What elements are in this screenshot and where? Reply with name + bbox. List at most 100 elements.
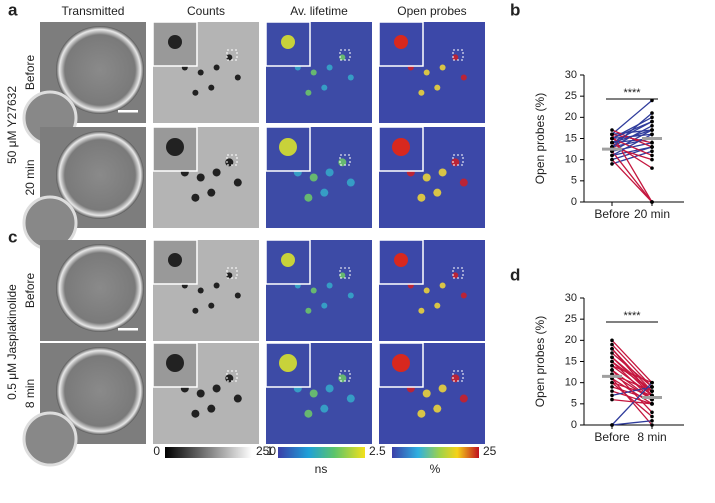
spot: [452, 54, 459, 61]
pair-line: [611, 352, 653, 388]
colorbar: [165, 447, 252, 458]
cell: [56, 347, 144, 435]
spot: [423, 69, 430, 76]
y-tick-label: 10: [565, 377, 577, 389]
point: [610, 347, 614, 351]
spot: [197, 287, 204, 294]
spot: [433, 404, 442, 413]
roi: [226, 49, 238, 61]
spot: [452, 272, 459, 279]
inset-spot: [166, 138, 184, 156]
time-label: Before: [23, 272, 37, 308]
spot: [338, 374, 347, 383]
spot: [226, 54, 233, 61]
spot: [207, 188, 216, 197]
y-tick-label: 25: [565, 90, 577, 102]
scale-bar: [118, 110, 138, 113]
panel-label: d: [510, 265, 520, 284]
spot: [422, 389, 431, 398]
point: [650, 115, 654, 120]
point: [650, 119, 654, 124]
y-tick-label: 10: [565, 154, 577, 166]
colorbar-label: 1: [266, 444, 273, 458]
inset-spot: [281, 35, 295, 49]
roi: [226, 154, 238, 166]
roi: [226, 267, 238, 279]
significance: ****: [623, 310, 641, 322]
spot: [325, 384, 334, 393]
inset-spot: [394, 35, 408, 49]
spot: [417, 193, 426, 202]
point: [610, 380, 614, 385]
inset-spot: [166, 354, 184, 372]
spot: [451, 158, 460, 167]
inset-spot: [394, 253, 408, 267]
spot: [439, 282, 446, 289]
spot: [213, 282, 220, 289]
spot: [304, 193, 313, 202]
point: [610, 140, 614, 145]
point: [650, 132, 654, 137]
spot: [225, 158, 234, 167]
pair-line: [611, 146, 653, 157]
pair-line: [611, 378, 653, 426]
spot: [320, 188, 329, 197]
spot: [310, 287, 317, 294]
point: [650, 157, 654, 162]
y-tick-label: 5: [571, 398, 577, 410]
spot: [191, 409, 200, 418]
roi: [452, 154, 464, 166]
inset-spot: [392, 354, 410, 372]
panel-label: a: [8, 0, 18, 19]
spot: [233, 178, 242, 187]
point: [610, 128, 614, 132]
spot: [304, 409, 313, 418]
point: [650, 423, 654, 427]
spot: [339, 54, 346, 61]
colorbar: [278, 447, 365, 458]
y-tick-label: 30: [565, 69, 577, 81]
spot: [418, 307, 425, 314]
colorbar-unit: ns: [315, 462, 328, 476]
spot: [321, 84, 328, 91]
point: [650, 418, 654, 423]
spot: [459, 178, 468, 187]
spot: [439, 64, 446, 71]
point: [610, 351, 614, 355]
y-tick-label: 0: [571, 419, 577, 431]
pair-line: [611, 142, 653, 169]
x-tick-label: 20 min: [634, 207, 670, 221]
spot: [320, 404, 329, 413]
panel-label: c: [8, 227, 17, 246]
spot: [326, 64, 333, 71]
inset-spot: [168, 253, 182, 267]
roi: [226, 370, 238, 382]
spot: [433, 188, 442, 197]
pairs: [610, 338, 654, 427]
column-header: Transmitted: [62, 4, 125, 18]
panel-label: b: [510, 0, 520, 19]
pair-line: [611, 373, 653, 401]
spot: [196, 173, 205, 182]
point: [610, 157, 614, 162]
time-label: Before: [23, 54, 37, 90]
point: [610, 355, 614, 360]
image-tiles: [22, 21, 485, 467]
spot: [321, 302, 328, 309]
pair-line: [611, 420, 653, 426]
colorbar-unit: %: [430, 462, 441, 476]
point: [650, 140, 654, 145]
spot: [338, 158, 347, 167]
pair-line: [611, 133, 653, 203]
y-tick-label: 5: [571, 175, 577, 187]
spot: [234, 292, 241, 299]
spot: [212, 384, 221, 393]
spot: [212, 168, 221, 177]
roi: [452, 267, 464, 279]
point: [610, 363, 614, 368]
y-axis-label: Open probes (%): [533, 316, 547, 407]
spot: [191, 193, 200, 202]
spot: [207, 404, 216, 413]
point: [610, 342, 614, 347]
